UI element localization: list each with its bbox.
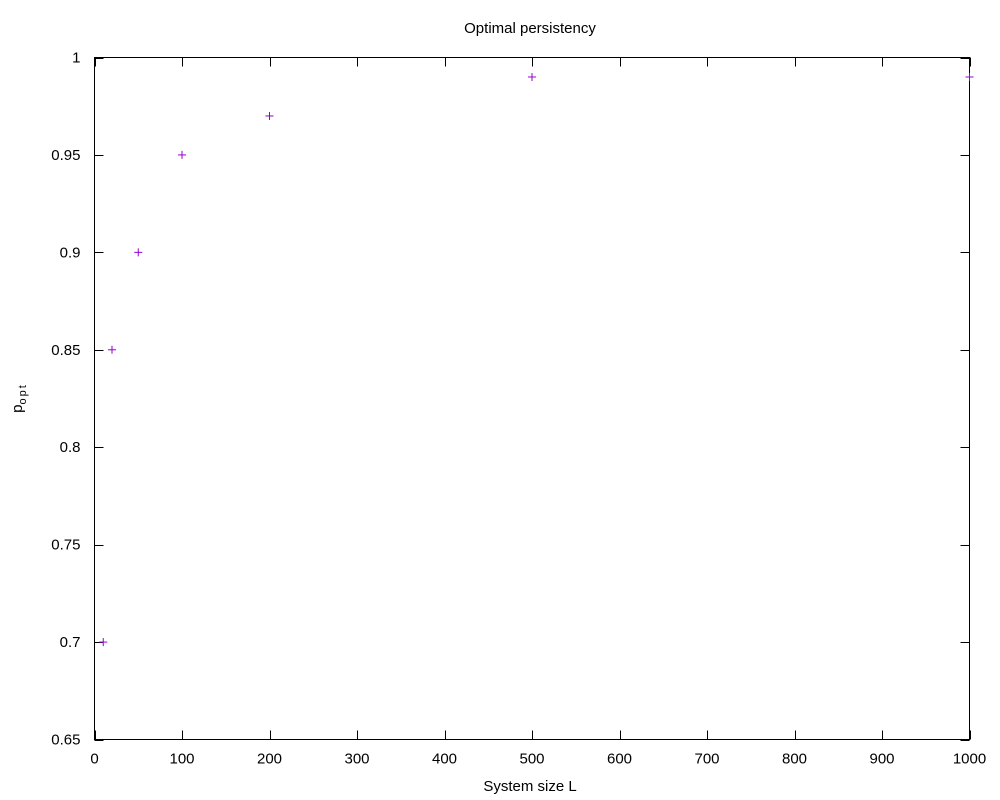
y-tick-label: 1 [72,50,80,67]
data-point [99,638,108,647]
x-tick-label: 500 [519,751,544,768]
y-tick-label: 0.8 [60,439,81,456]
y-axis: 0.65 0.7 0.75 0.8 0.85 0.9 0.95 1 [51,50,970,749]
data-point [265,111,274,120]
x-tick-label: 900 [869,751,894,768]
x-tick-label: 300 [344,751,369,768]
y-axis-label-subscript: opt [17,383,29,404]
x-tick-label: 200 [257,751,282,768]
x-tick-label: 100 [169,751,194,768]
y-tick-label: 0.95 [51,147,80,164]
x-tick-label: 700 [694,751,719,768]
data-point [134,248,143,257]
y-tick-label: 0.65 [51,732,80,749]
x-tick-label: 600 [607,751,632,768]
x-tick-label: 800 [782,751,807,768]
x-tick-label: 400 [432,751,457,768]
data-points [99,72,974,647]
data-point [965,72,974,81]
x-axis: 0 100 200 300 400 500 600 700 800 900 1000 [90,57,986,768]
data-point [178,150,186,159]
y-axis-label: popt [9,383,29,413]
y-tick-label: 0.75 [51,537,80,554]
chart-title: Optimal persistency [464,20,596,37]
x-tick-label: 1000 [953,751,986,768]
x-tick-label: 0 [90,751,98,768]
y-tick-label: 0.9 [60,244,81,261]
y-tick-label: 0.7 [60,634,81,651]
y-axis-label-main: p [9,404,26,412]
plot-frame [94,57,970,740]
data-point [528,72,536,81]
y-tick-label: 0.85 [51,342,80,359]
x-axis-label: System size L [483,778,576,795]
data-point [108,345,116,354]
